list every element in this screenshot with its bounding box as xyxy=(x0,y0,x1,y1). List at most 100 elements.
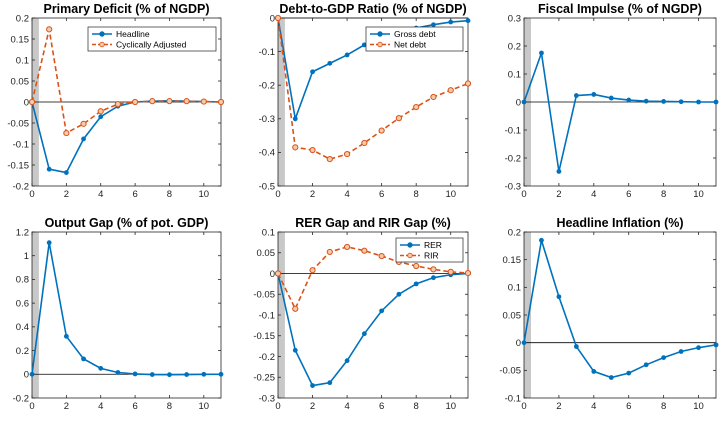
data-point xyxy=(413,262,420,270)
y-tick-label: 0.15 xyxy=(11,34,30,45)
y-tick-label: -0.2 xyxy=(13,181,29,192)
x-tick-label: 8 xyxy=(661,401,666,412)
chart-panel-6: -0.1 -0.05 0 0.05 0.1 0.15 0.2 0 2 4 6 8 10 Headline … xyxy=(499,216,719,412)
y-tick-label: 0 xyxy=(270,269,275,280)
y-tick-label: -0.5 xyxy=(259,181,275,192)
y-tick-label: 0.05 xyxy=(11,76,30,87)
data-point xyxy=(539,237,544,243)
y-tick-label: -0.1 xyxy=(259,310,275,321)
x-tick-label: 2 xyxy=(310,401,315,412)
y-tick-label: 0.1 xyxy=(16,55,29,66)
data-point xyxy=(81,356,86,362)
y-tick-label: -0.4 xyxy=(259,148,275,159)
y-tick-label: 0.2 xyxy=(16,346,29,357)
x-tick-label: 6 xyxy=(132,401,137,412)
legend-box xyxy=(365,26,464,52)
x-tick-label: 4 xyxy=(344,189,349,200)
x-tick-label: 0 xyxy=(275,189,280,200)
legend-entry: RER xyxy=(424,240,442,250)
y-tick-label: -0.15 xyxy=(253,331,275,342)
chart-title: Primary Deficit (% of NGDP) xyxy=(43,2,209,16)
y-tick-label: -0.05 xyxy=(253,290,275,301)
data-point xyxy=(167,372,172,378)
y-tick-label: 0.05 xyxy=(503,310,522,321)
y-tick-label: -0.2 xyxy=(13,393,29,404)
x-tick-label: 4 xyxy=(98,189,103,200)
data-point xyxy=(98,365,104,371)
data-point xyxy=(184,372,190,377)
y-tick-label: -0.05 xyxy=(499,366,521,377)
x-tick-label: 0 xyxy=(521,401,526,412)
legend-swatch-marker xyxy=(407,242,413,248)
series-line-1 xyxy=(523,52,716,172)
data-point xyxy=(274,14,282,22)
y-tick-label: 0.6 xyxy=(16,298,29,309)
y-tick-label: 0 xyxy=(24,97,29,108)
data-point xyxy=(395,115,403,122)
data-point xyxy=(361,331,367,337)
x-tick-label: 0 xyxy=(29,189,34,200)
data-point xyxy=(626,370,632,376)
series-line-1 xyxy=(523,240,717,379)
data-point xyxy=(573,344,579,349)
data-point xyxy=(274,270,282,277)
data-point xyxy=(309,146,316,154)
data-point xyxy=(361,42,367,48)
data-point xyxy=(343,243,351,251)
data-point xyxy=(149,372,155,377)
data-point xyxy=(81,136,86,142)
x-tick-label: 6 xyxy=(132,189,137,200)
data-point xyxy=(115,370,121,375)
x-tick-label: 2 xyxy=(64,401,69,412)
data-point xyxy=(591,92,597,97)
data-point xyxy=(696,99,701,105)
data-point xyxy=(29,371,35,377)
data-point xyxy=(430,93,437,101)
y-tick-label: 0 xyxy=(270,13,275,24)
data-point xyxy=(591,369,597,374)
data-point xyxy=(696,345,701,351)
x-tick-label: 8 xyxy=(414,189,419,200)
data-point xyxy=(678,349,684,354)
data-point xyxy=(292,347,298,353)
chart-title: Debt-to-GDP Ratio (% of NGDP) xyxy=(279,2,466,16)
x-tick-label: 4 xyxy=(344,401,349,412)
legend-entry: Gross debt xyxy=(394,29,436,39)
legend-box xyxy=(87,26,217,52)
data-point xyxy=(713,342,719,348)
data-point xyxy=(46,166,52,172)
y-tick-label: -0.2 xyxy=(505,153,521,164)
data-point xyxy=(114,101,122,108)
y-tick-label: 0.1 xyxy=(262,227,275,238)
data-point xyxy=(200,98,207,105)
data-point xyxy=(431,275,436,281)
data-point xyxy=(131,98,139,106)
legend-entry: Headline xyxy=(116,29,150,39)
data-point xyxy=(217,98,225,106)
data-point xyxy=(464,269,472,277)
y-tick-label: -0.2 xyxy=(259,352,275,363)
data-point xyxy=(80,120,87,127)
data-point xyxy=(361,139,368,147)
data-point xyxy=(218,371,224,377)
data-point xyxy=(556,294,562,300)
data-point xyxy=(361,247,368,254)
x-tick-label: 0 xyxy=(521,189,526,200)
y-tick-label: 0.8 xyxy=(16,275,29,286)
x-tick-label: 4 xyxy=(98,401,103,412)
data-point xyxy=(292,305,299,312)
y-tick-label: 0.4 xyxy=(16,322,29,333)
legend-swatch-marker xyxy=(99,31,105,37)
chart-title: Output Gap (% of pot. GDP) xyxy=(45,216,209,230)
data-point xyxy=(63,170,69,175)
chart-title: Headline Inflation (%) xyxy=(556,216,683,230)
x-tick-label: 10 xyxy=(445,189,456,200)
data-point xyxy=(310,69,315,75)
y-tick-label: 1 xyxy=(24,251,29,262)
data-point xyxy=(643,98,649,104)
x-tick-label: 2 xyxy=(556,189,561,200)
x-tick-label: 2 xyxy=(64,189,69,200)
